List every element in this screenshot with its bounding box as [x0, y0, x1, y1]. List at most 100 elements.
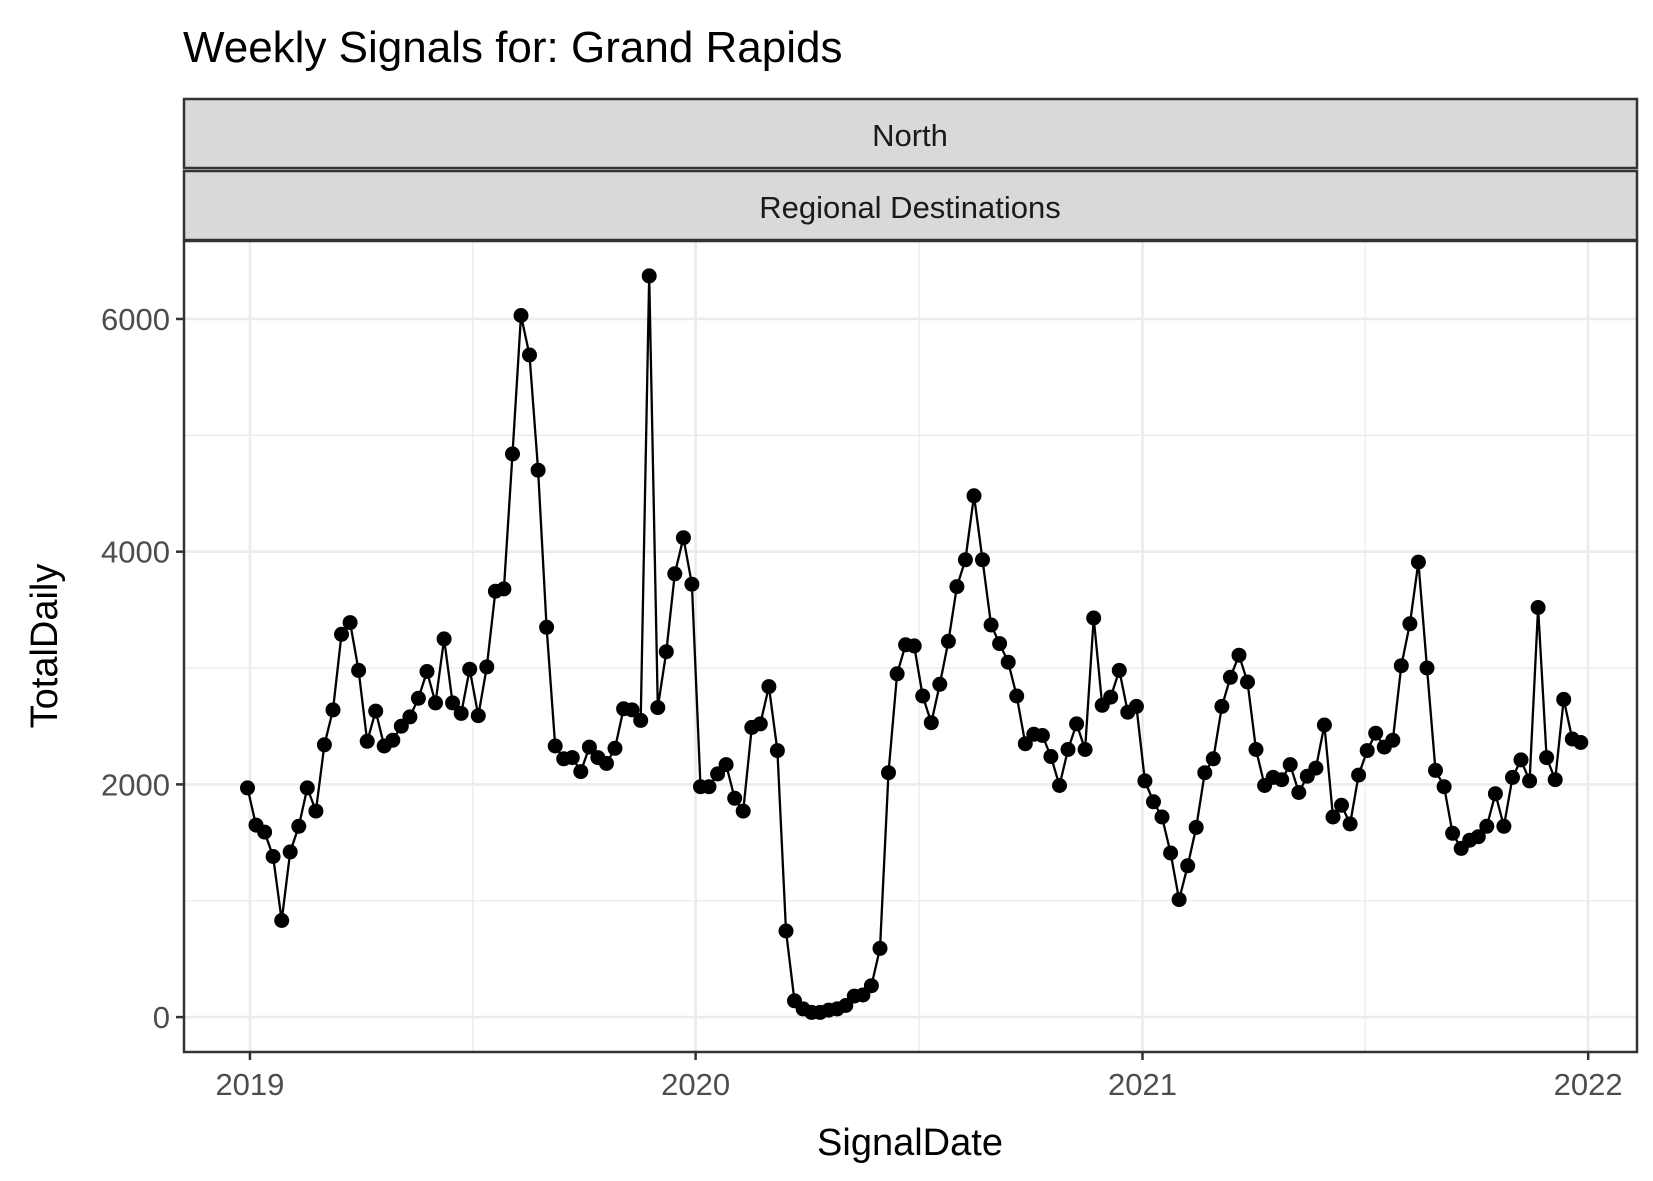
data-point	[1428, 762, 1443, 778]
facet-strip-2-label: Regional Destinations	[759, 190, 1061, 225]
data-point	[539, 619, 555, 635]
data-point	[624, 702, 640, 718]
data-point	[299, 780, 315, 796]
data-point	[1231, 647, 1247, 663]
data-point	[975, 552, 990, 568]
data-point	[1487, 786, 1503, 802]
data-point	[1163, 845, 1179, 861]
data-point	[1308, 760, 1324, 776]
data-point	[1197, 765, 1213, 781]
data-point	[1470, 829, 1486, 845]
data-point	[1419, 660, 1435, 676]
data-point	[505, 446, 520, 462]
data-point	[1325, 809, 1341, 825]
y-tick-label: 0	[153, 1000, 170, 1035]
data-point	[1128, 698, 1144, 714]
y-tick-label: 4000	[101, 535, 170, 570]
data-point	[778, 923, 794, 939]
data-point	[445, 695, 461, 711]
data-point	[761, 679, 777, 695]
data-point	[658, 644, 674, 660]
x-axis: 2019 2020 2021 2022	[215, 1052, 1623, 1102]
data-point	[513, 308, 529, 323]
data-point	[889, 666, 905, 682]
data-point	[1060, 742, 1076, 757]
data-point	[1188, 819, 1204, 835]
data-point	[966, 488, 982, 504]
data-point	[291, 818, 307, 834]
data-point	[1334, 797, 1349, 813]
data-point	[1393, 658, 1409, 674]
plot-panel-border	[182, 239, 1639, 1054]
data-point	[573, 764, 589, 780]
data-point	[881, 765, 896, 781]
data-point	[718, 757, 734, 773]
facet-strip-1	[182, 97, 1639, 170]
data-point	[599, 755, 614, 771]
data-point	[1240, 674, 1255, 690]
data-point	[1530, 600, 1546, 615]
data-point	[547, 738, 563, 754]
data-point	[684, 576, 700, 592]
data-point	[1342, 816, 1358, 832]
data-point	[906, 638, 922, 654]
data-point	[334, 626, 349, 642]
data-point	[1573, 735, 1589, 750]
data-point	[1034, 728, 1050, 743]
y-tick-label: 2000	[101, 767, 170, 802]
data-point	[1547, 772, 1563, 788]
data-point	[368, 703, 384, 719]
data-point	[1436, 779, 1452, 795]
data-point	[1077, 742, 1093, 757]
data-point	[274, 913, 290, 928]
data-point	[385, 732, 401, 748]
data-point	[735, 803, 751, 819]
data-point	[496, 581, 512, 597]
data-point	[1513, 752, 1529, 768]
data-point	[453, 705, 469, 721]
facet-strip-2	[182, 169, 1639, 242]
data-point	[1111, 662, 1127, 678]
data-point	[316, 737, 332, 753]
data-point	[1282, 757, 1298, 773]
data-point	[359, 733, 375, 749]
x-tick-label: 2021	[1108, 1067, 1177, 1102]
data-point	[650, 700, 666, 716]
data-point	[1222, 669, 1238, 685]
data-point	[1214, 698, 1230, 714]
data-point	[992, 636, 1008, 652]
data-point	[863, 978, 879, 994]
data-point	[1505, 769, 1520, 785]
data-point	[581, 739, 597, 755]
x-axis-title: SignalDate	[817, 1122, 1003, 1164]
data-point	[957, 552, 973, 568]
chart-title: Weekly Signals for: Grand Rapids	[183, 23, 842, 72]
data-point	[1137, 773, 1153, 789]
data-point	[308, 803, 324, 819]
data-point	[1146, 794, 1161, 810]
data-point	[949, 579, 965, 595]
data-point	[983, 617, 999, 633]
data-point	[530, 462, 546, 478]
data-point	[1205, 751, 1221, 767]
data-point	[265, 849, 281, 864]
x-tick-label: 2020	[661, 1067, 730, 1102]
data-point	[325, 702, 341, 718]
data-point	[479, 659, 495, 675]
data-point	[1154, 809, 1170, 825]
data-point	[1000, 654, 1016, 670]
data-point	[402, 709, 418, 725]
data-point	[607, 740, 623, 756]
x-tick-label: 2019	[215, 1067, 284, 1102]
data-point	[1351, 767, 1367, 783]
data-point	[667, 566, 683, 582]
data-point	[752, 716, 768, 732]
data-point	[641, 268, 657, 284]
data-point	[1009, 688, 1025, 704]
data-point	[1248, 742, 1264, 757]
data-point	[410, 690, 426, 706]
data-point	[1539, 750, 1555, 766]
data-point	[419, 664, 435, 679]
series-layer	[240, 268, 1589, 1020]
